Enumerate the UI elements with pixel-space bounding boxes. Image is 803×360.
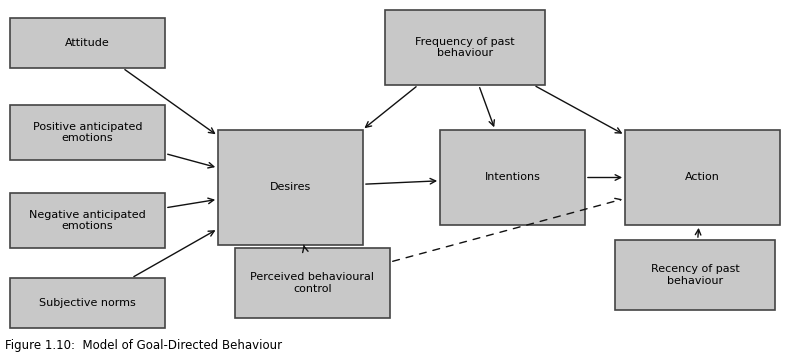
Text: Figure 1.10:  Model of Goal-Directed Behaviour: Figure 1.10: Model of Goal-Directed Beha… [5,339,282,352]
Text: Positive anticipated
emotions: Positive anticipated emotions [33,122,142,143]
Bar [10,193,165,248]
Text: Desires: Desires [270,183,311,193]
Text: Intentions: Intentions [484,172,540,183]
Text: Recency of past
behaviour: Recency of past behaviour [650,264,739,286]
Bar [10,278,165,328]
Bar [218,130,362,245]
Bar [234,248,389,318]
Bar [10,18,165,68]
Text: Action: Action [684,172,719,183]
Bar [10,105,165,160]
Bar [614,240,774,310]
Text: Subjective norms: Subjective norms [39,298,136,308]
Bar [624,130,779,225]
Text: Frequency of past
behaviour: Frequency of past behaviour [414,37,514,58]
Text: Attitude: Attitude [65,38,110,48]
Text: Negative anticipated
emotions: Negative anticipated emotions [29,210,145,231]
Bar [439,130,585,225]
Bar [385,10,544,85]
Text: Perceived behavioural
control: Perceived behavioural control [251,272,374,294]
